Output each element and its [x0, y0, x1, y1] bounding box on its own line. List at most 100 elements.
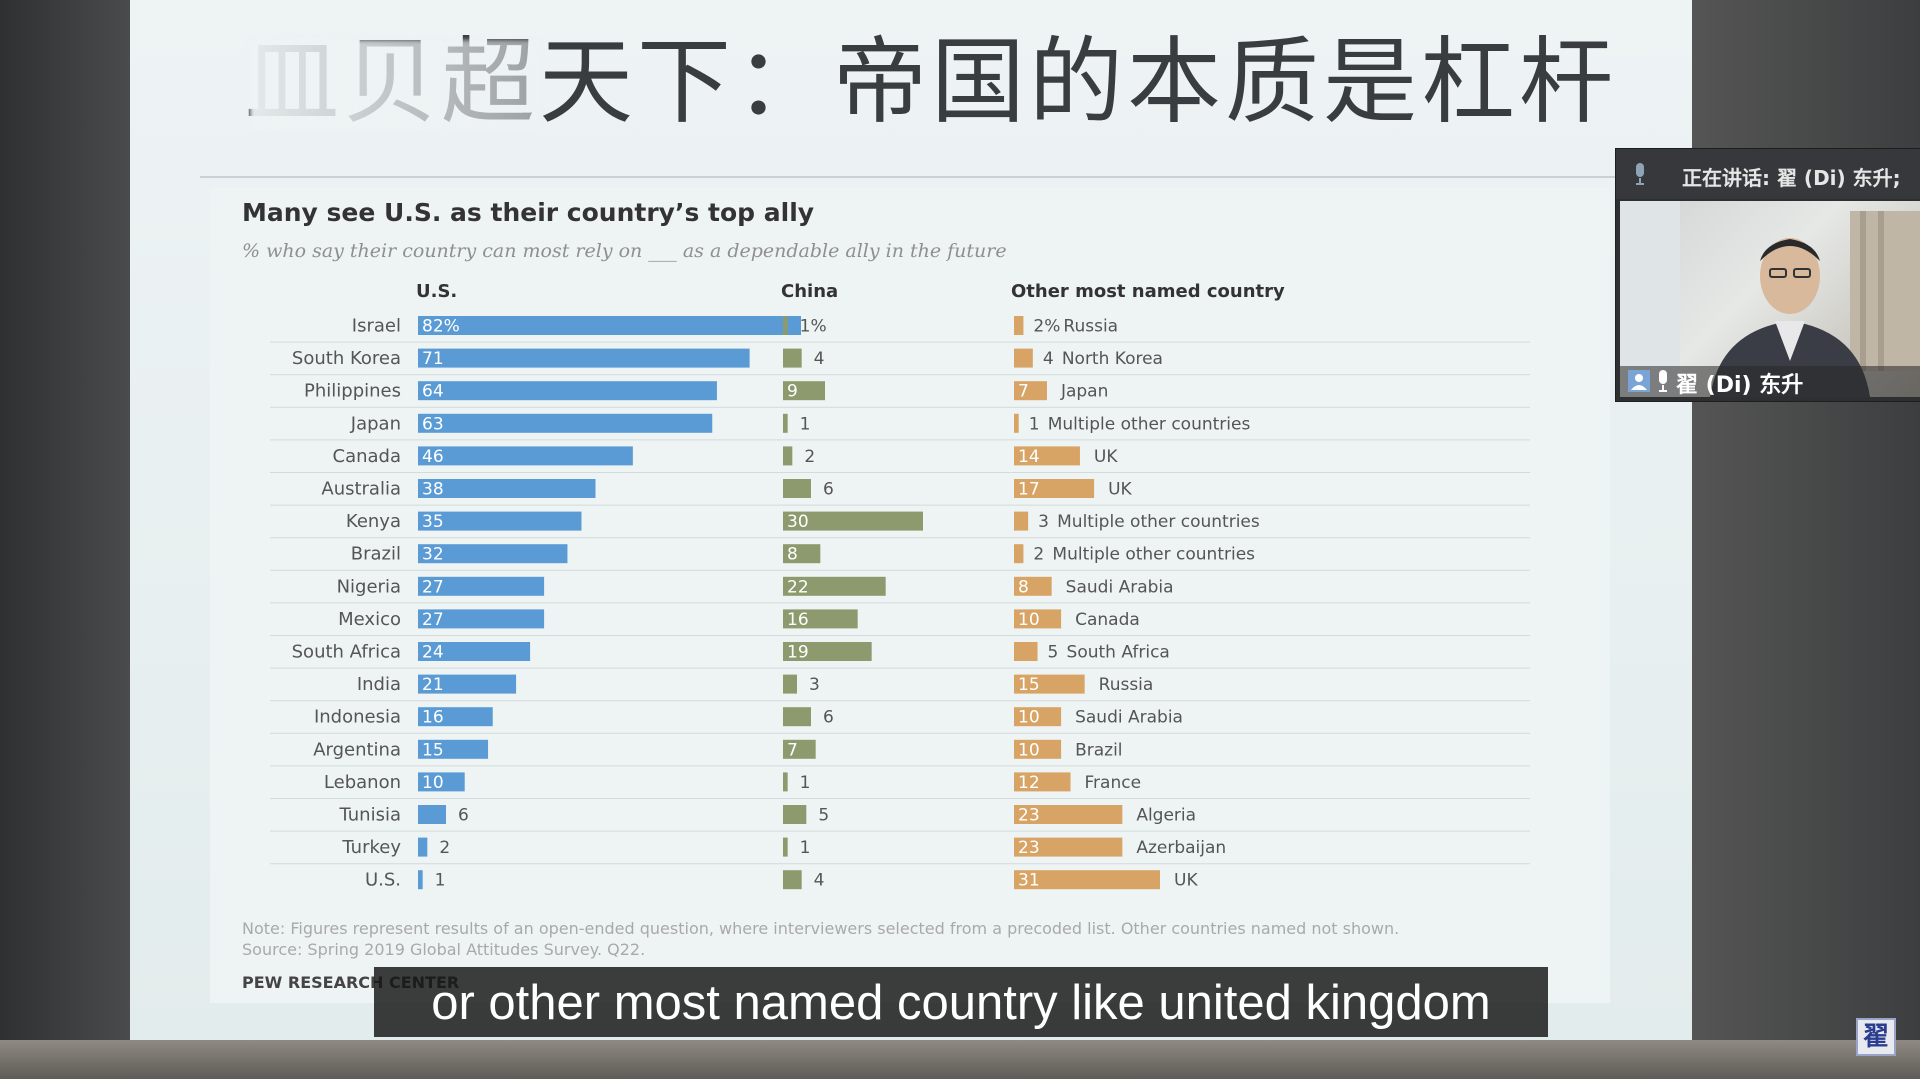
caption-text: or other most named country like united … — [431, 976, 1491, 1030]
category-label: Turkey — [341, 837, 401, 858]
other-country-name: Saudi Arabia — [1075, 708, 1183, 728]
bar-us — [418, 576, 545, 596]
meeting-video-panel[interactable]: 正在讲话: 翟 (Di) 东升; 翟 (D — [1615, 148, 1920, 402]
bar-other — [1014, 446, 1080, 466]
other-country-name: Multiple other countries — [1048, 414, 1251, 434]
category-label: India — [357, 674, 401, 695]
other-country-name: Russia — [1063, 317, 1118, 337]
speaker-video-feed[interactable]: 翟 (Di) 东升 — [1620, 201, 1920, 397]
category-label: Kenya — [346, 511, 401, 532]
category-label: Tunisia — [339, 805, 402, 826]
bar-other — [1014, 479, 1095, 498]
chart-panel: Many see U.S. as their country’s top all… — [210, 188, 1610, 1003]
value-label-us: 64 — [422, 382, 444, 402]
bar-us — [418, 413, 713, 433]
other-country-name: UK — [1174, 871, 1198, 891]
bar-china — [783, 348, 802, 368]
value-label-china: 30 — [787, 512, 809, 532]
chart-source: Source: Spring 2019 Global Attitudes Sur… — [242, 940, 646, 959]
bar-china — [783, 609, 858, 629]
other-country-name: Brazil — [1075, 740, 1122, 760]
category-label: Lebanon — [324, 772, 401, 793]
bar-other — [1014, 348, 1033, 368]
speaking-label: 正在讲话: 翟 (Di) 东升; — [1682, 166, 1901, 190]
value-label-china: 2 — [804, 447, 815, 467]
value-label-us: 10 — [422, 773, 444, 793]
category-label: U.S. — [365, 870, 401, 891]
value-label-us: 35 — [422, 512, 444, 532]
value-label-us: 1 — [435, 871, 446, 891]
value-label-china: 5 — [818, 806, 829, 826]
value-label-china: 6 — [823, 480, 834, 500]
value-label-us: 6 — [458, 806, 469, 826]
value-label-china: 22 — [787, 577, 809, 597]
bar-us — [418, 609, 545, 629]
bar-us — [418, 870, 423, 890]
bar-us — [418, 674, 517, 694]
value-label-other: 23 — [1018, 806, 1040, 826]
microphone-icon — [1659, 370, 1667, 392]
bar-other — [1014, 837, 1123, 857]
slide-title-blur — [250, 40, 540, 130]
bar-us — [418, 316, 801, 335]
other-country-name: Japan — [1060, 382, 1108, 402]
value-label-other: 1 — [1029, 414, 1040, 434]
background-left — [0, 0, 130, 1079]
bar-us — [418, 348, 750, 368]
other-country-name: South Africa — [1067, 643, 1170, 663]
value-label-us: 15 — [422, 740, 444, 760]
value-label-china: 1 — [800, 773, 811, 793]
other-country-name: Saudi Arabia — [1066, 577, 1174, 597]
value-label-us: 2 — [439, 838, 450, 858]
bar-other — [1014, 772, 1071, 792]
value-label-other: 15 — [1018, 675, 1040, 695]
value-label-china: 1% — [800, 317, 827, 337]
bar-other — [1014, 674, 1085, 694]
bar-us — [418, 511, 582, 531]
bar-us — [418, 739, 489, 759]
value-label-other: 31 — [1018, 871, 1040, 891]
bar-china — [783, 837, 788, 857]
value-label-other: 4 — [1043, 349, 1054, 369]
bar-us — [418, 837, 428, 857]
value-label-us: 27 — [422, 577, 444, 597]
value-label-other: 2% — [1033, 317, 1060, 337]
bar-other — [1014, 609, 1062, 629]
value-label-other: 3 — [1038, 512, 1049, 532]
bar-us — [418, 805, 447, 824]
value-label-us: 46 — [422, 447, 444, 467]
other-country-name: Multiple other countries — [1057, 512, 1260, 532]
bar-other — [1014, 316, 1024, 335]
bar-us — [418, 642, 531, 661]
bar-china — [783, 479, 811, 498]
column-header-other: Other most named country — [1011, 281, 1285, 302]
participant-name: 翟 (Di) 东升 — [1676, 373, 1804, 397]
bar-china — [783, 674, 797, 694]
value-label-china: 19 — [787, 643, 809, 663]
column-header-us: U.S. — [416, 281, 458, 302]
category-label: Israel — [352, 316, 401, 337]
value-label-china: 16 — [787, 610, 809, 630]
bar-china — [783, 707, 811, 727]
category-label: South Korea — [292, 348, 401, 369]
microphone-icon — [1636, 163, 1644, 185]
category-label: Australia — [321, 479, 401, 500]
value-label-us: 21 — [422, 675, 444, 695]
speaking-indicator-bar: 正在讲话: 翟 (Di) 东升; — [1616, 149, 1920, 199]
bar-china — [783, 772, 788, 792]
background-bottom — [0, 1040, 1920, 1079]
bar-us — [418, 544, 568, 564]
value-label-other: 17 — [1018, 480, 1040, 500]
chart-title: Many see U.S. as their country’s top all… — [242, 198, 815, 227]
video-caption: or other most named country like united … — [374, 967, 1548, 1037]
bar-china — [783, 446, 793, 466]
bar-china — [783, 511, 923, 531]
other-country-name: France — [1085, 773, 1142, 793]
bar-china — [783, 544, 821, 564]
value-label-other: 2 — [1033, 545, 1044, 565]
other-country-name: Multiple other countries — [1052, 545, 1255, 565]
value-label-other: 14 — [1018, 447, 1040, 467]
bar-other — [1014, 511, 1029, 531]
category-label: Argentina — [313, 739, 401, 760]
